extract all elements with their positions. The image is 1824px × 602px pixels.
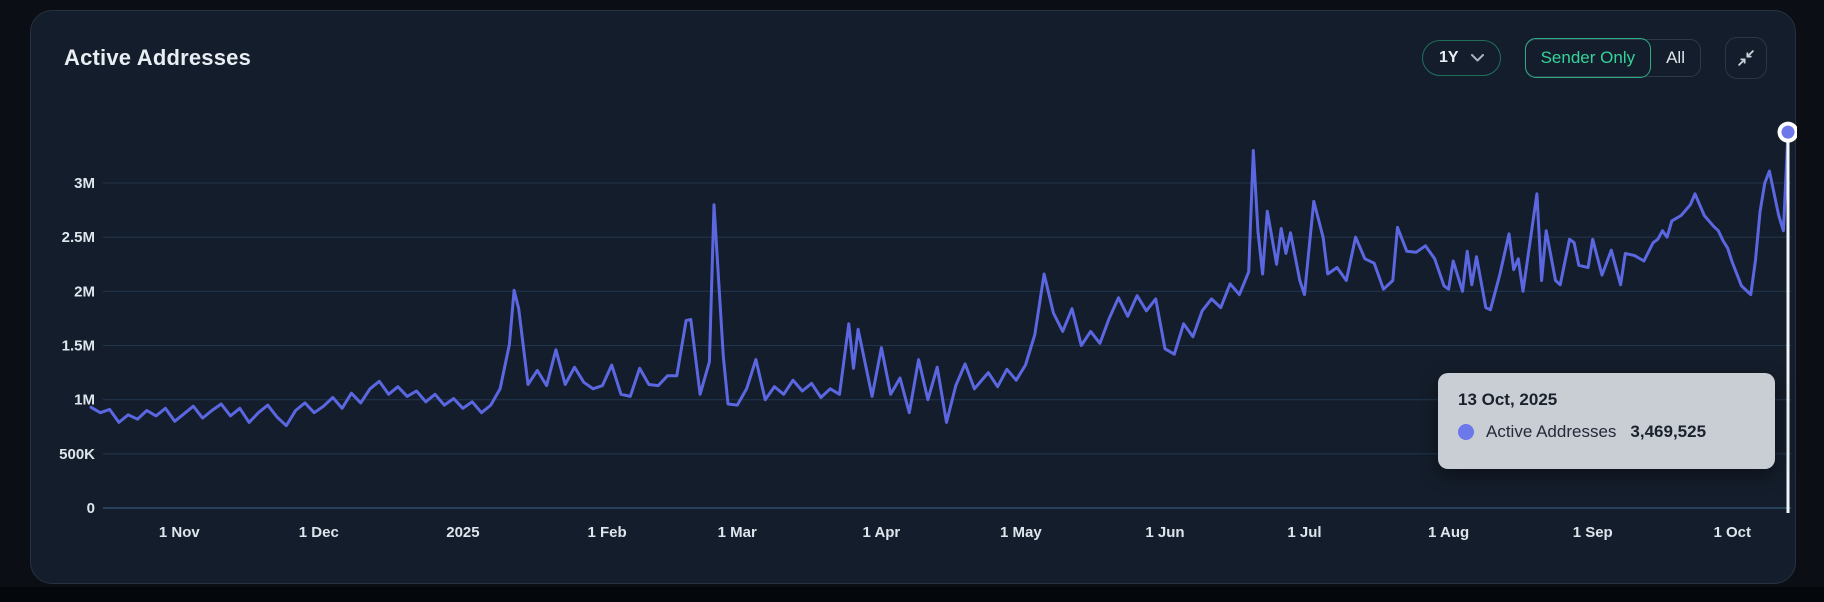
collapse-icon: [1738, 50, 1754, 66]
chart-tooltip: 13 Oct, 2025 Active Addresses 3,469,525: [1438, 373, 1775, 469]
x-tick-label: 1 Jul: [1287, 524, 1321, 541]
tooltip-date: 13 Oct, 2025: [1458, 390, 1558, 409]
toggle-all[interactable]: All: [1651, 39, 1700, 77]
page-title: Active Addresses: [64, 45, 252, 70]
x-tick-label: 1 Sep: [1573, 524, 1613, 541]
x-tick-label: 1 Feb: [587, 524, 626, 541]
tooltip-series-label: Active Addresses: [1486, 422, 1617, 441]
collapse-button[interactable]: [1725, 37, 1767, 79]
line-chart[interactable]: 3M 2.5M 2M 1.5M 1M 500K 0 1 Nov 1 Dec 2025 1 Feb 1 …: [31, 11, 1797, 585]
series-color-dot: [1458, 424, 1474, 440]
tooltip-value: 3,469,525: [1630, 422, 1707, 441]
y-tick-label: 500K: [59, 446, 95, 463]
x-tick-label: 1 Nov: [159, 524, 201, 541]
mode-toggle: Sender Only All: [1524, 38, 1701, 78]
x-tick-label: 1 Dec: [299, 524, 339, 541]
y-tick-label: 1M: [74, 392, 95, 409]
y-tick-label: 1.5M: [62, 338, 95, 355]
x-tick-label: 1 Jun: [1145, 524, 1184, 541]
time-range-value: 1Y: [1439, 49, 1459, 66]
x-tick-label: 1 Oct: [1713, 524, 1751, 541]
toggle-sender-only[interactable]: Sender Only: [1524, 38, 1652, 78]
active-addresses-line: [89, 130, 1790, 428]
x-tick-label: 1 May: [1000, 524, 1042, 541]
y-tick-label: 2M: [74, 283, 95, 300]
x-tick-label: 1 Aug: [1428, 524, 1469, 541]
y-tick-label: 2.5M: [62, 229, 95, 246]
chart-controls: 1Y Sender Only All: [1422, 37, 1767, 79]
x-tick-label: 1 Apr: [862, 524, 900, 541]
y-tick-label: 0: [87, 500, 95, 517]
chart-card: 3M 2.5M 2M 1.5M 1M 500K 0 1 Nov 1 Dec 2025 1 Feb 1 …: [30, 10, 1797, 585]
card-header: Active Addresses 1Y Sender Only All: [31, 11, 1795, 87]
tooltip-series-row: Active Addresses 3,469,525: [1458, 422, 1755, 442]
x-tick-label: 1 Mar: [718, 524, 757, 541]
time-range-dropdown[interactable]: 1Y: [1422, 40, 1501, 76]
page-bottom-strip: [0, 587, 1824, 602]
y-tick-label: 3M: [74, 175, 95, 192]
x-tick-label: 2025: [446, 524, 479, 541]
chevron-down-icon: [1470, 54, 1484, 62]
active-point-marker: [1781, 125, 1795, 139]
